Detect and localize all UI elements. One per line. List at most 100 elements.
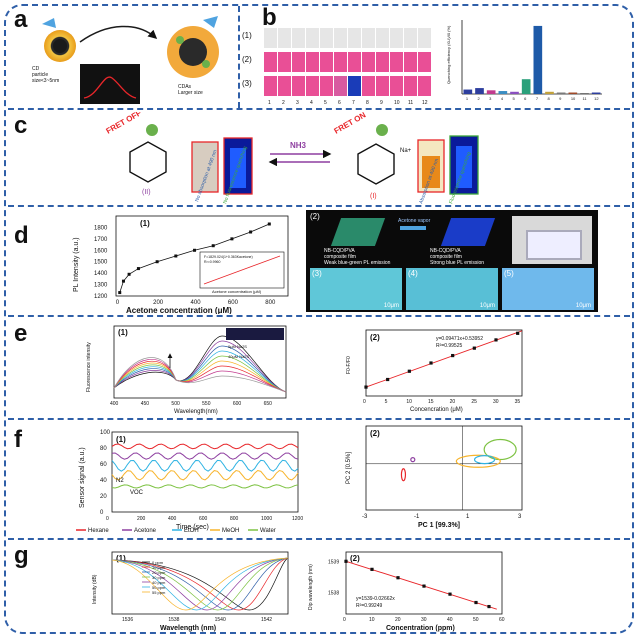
panel-label-d: d: [14, 222, 29, 249]
x-axis-label: Acetone concentration (μM): [126, 306, 232, 314]
x-axis-label: Wavelength (nm): [160, 625, 216, 632]
vial-cell: [306, 52, 319, 72]
panel-g-calibration: (2) Dip wavelength (nm) Concentration (ppm…: [308, 551, 505, 632]
x-tick-label: 1200: [292, 516, 303, 522]
data-point: [386, 377, 390, 382]
vial-cell: [390, 52, 403, 72]
vial-cell: [362, 28, 375, 48]
panel-label-g: g: [14, 542, 29, 569]
svg-text:(I): (I): [370, 193, 377, 200]
column-label: 12: [422, 100, 428, 106]
x-tick-label: 0: [116, 300, 120, 306]
bar: [498, 91, 508, 94]
spectrum-curve: [113, 357, 287, 393]
column-label: 5: [324, 100, 327, 106]
data-point: [448, 592, 452, 596]
bar: [545, 91, 554, 94]
x-tick-label: 0: [343, 617, 346, 623]
x-tick-label: 30: [421, 617, 427, 623]
spectrum-curve: [111, 557, 289, 611]
y-tick-label: 1400: [94, 271, 108, 277]
y-tick-label: 80: [100, 446, 107, 452]
separator-c-d: [8, 205, 630, 207]
vial-cell: [404, 28, 417, 48]
x-tick-label: 500: [171, 401, 180, 407]
panel-label-b: b: [262, 4, 277, 31]
x-tick-label: 450: [141, 401, 150, 407]
svg-text:particle: particle: [32, 72, 48, 78]
data-point: [364, 385, 368, 389]
x-axis-label: Concentration (ppm): [386, 625, 455, 632]
series-line: [111, 459, 299, 472]
svg-text:Larger size: Larger size: [178, 90, 203, 96]
vial-cell: [334, 28, 347, 48]
y-axis-label: F0-F/F0: [346, 356, 352, 374]
inset-r2: R²=0.9960: [204, 260, 220, 264]
spectrum-curve: [113, 355, 287, 393]
x-tick-label: 400: [191, 300, 202, 306]
x-tick-label: 6: [524, 96, 527, 101]
x-tick-label: 1540: [215, 617, 226, 623]
x-tick-label: 8: [548, 96, 551, 101]
spectrum-curve: [111, 557, 289, 611]
x-tick-label: 30: [493, 399, 499, 405]
vial-cell: [306, 76, 319, 96]
vial-cell: [348, 28, 361, 48]
vial-cell: [292, 76, 305, 96]
y-tick-label: 1300: [94, 283, 108, 289]
y-tick-label: 40: [100, 478, 107, 484]
plot-frame: [111, 551, 289, 615]
x-axis-label: Time (sec): [176, 524, 209, 531]
vial-cell: [334, 76, 347, 96]
column-label: 2: [282, 100, 285, 106]
data-point: [451, 353, 455, 358]
vial-cell: [404, 76, 417, 96]
x-tick-label: 12: [594, 96, 599, 101]
panel-label-a: a: [14, 6, 28, 33]
vial-cell: [362, 52, 375, 72]
annotation: N2: [116, 478, 124, 484]
subpanel-label: (1): [140, 219, 150, 228]
cluster-ellipse: [473, 454, 496, 465]
legend-label: MeOH: [222, 528, 239, 534]
series-line: [111, 484, 299, 489]
y-tick-label: 1800: [94, 225, 108, 231]
data-point: [193, 248, 197, 252]
cluster-ellipse: [400, 468, 407, 482]
panel-g-spectra: (1) Intensity (dB) Wavelength (nm) 1536 1538…: [92, 551, 289, 632]
column-label: 7: [352, 100, 355, 106]
data-point: [118, 291, 122, 295]
row-label: (1): [242, 31, 252, 40]
svg-text:FRET OFF: FRET OFF: [105, 112, 143, 136]
bar: [475, 88, 484, 94]
vial-cell: [292, 28, 305, 48]
y-axis-label: PL Intensity (a.u.): [73, 237, 80, 292]
subpanel-label: (1): [116, 435, 126, 444]
vial-cell: [292, 52, 305, 72]
x-axis-label: PC 1 [99.3%]: [418, 522, 460, 529]
vial-cell: [320, 28, 333, 48]
svg-text:Na+: Na+: [400, 148, 412, 154]
vial-cell: [376, 76, 389, 96]
x-tick-label: 7: [536, 96, 539, 101]
data-point: [487, 604, 491, 609]
cluster-ellipse: [410, 456, 416, 463]
x-tick-label: 4: [501, 96, 504, 101]
legend-label: 40μM Na2S: [228, 354, 250, 359]
subpanel-label: (1): [118, 328, 128, 337]
x-tick-label: 3: [518, 514, 522, 520]
svg-text:FRET ON: FRET ON: [333, 112, 368, 136]
y-axis-label: Sensor signal (a.u.): [79, 447, 86, 508]
panel-label-f: f: [14, 426, 22, 453]
data-point: [121, 279, 125, 283]
panel-d-chart: 1200 1300 1400 1500 1600 1700 1800 0 200 400 600 80…: [73, 215, 289, 314]
x-axis-label: Concencration (μM): [410, 407, 463, 413]
bar: [580, 93, 589, 94]
bar: [486, 90, 496, 94]
vial-cell: [390, 76, 403, 96]
spectrum-curve: [113, 350, 287, 393]
data-point: [474, 600, 478, 605]
y-tick-label: 20: [100, 494, 107, 500]
spectrum-curve: [111, 557, 289, 611]
data-point: [344, 559, 348, 563]
